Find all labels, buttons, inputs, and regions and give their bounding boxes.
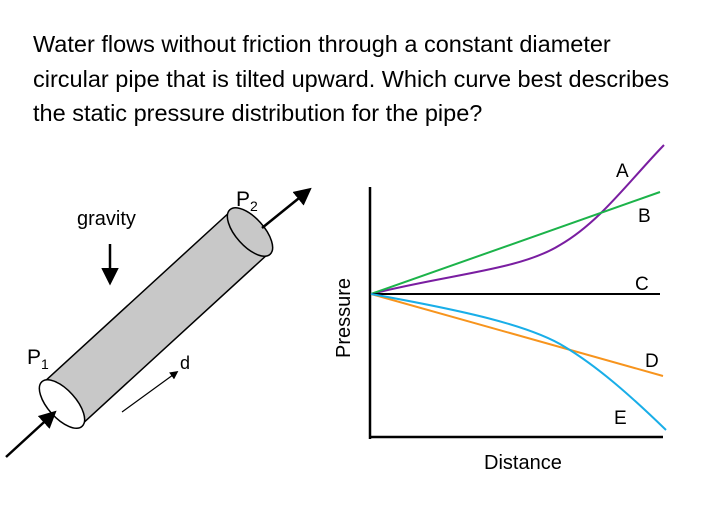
curve-a [370, 144, 665, 295]
curve-d [370, 293, 664, 377]
question-text: Water flows without friction through a c… [33, 31, 670, 126]
curve-b-label: B [638, 206, 651, 227]
gravity-label: gravity [77, 208, 136, 230]
p1-label: P1 [27, 346, 49, 372]
y-axis-label: Pressure [333, 278, 355, 358]
distance-d-label: d [180, 353, 190, 373]
curve-b [370, 191, 661, 295]
outlet-flow-arrow [261, 187, 312, 229]
pressure-chart: A B C D E Distance Pressure [333, 144, 667, 474]
p2-subscript: 2 [250, 198, 258, 214]
distance-arrow [121, 371, 179, 413]
pipe-diagram: gravity P1 P2 d [5, 187, 312, 458]
inlet-flow-arrow [5, 410, 57, 458]
curve-a-label: A [616, 161, 629, 182]
p2-letter: P [236, 188, 250, 211]
pipe-far-end [226, 207, 274, 257]
p1-subscript: 1 [41, 356, 49, 372]
curve-c-label: C [635, 274, 649, 295]
curve-e [370, 293, 667, 431]
curve-e-label: E [614, 408, 627, 429]
p1-letter: P [27, 346, 41, 369]
p2-label: P2 [236, 188, 258, 214]
pipe-body [41, 208, 271, 428]
x-axis-label: Distance [484, 452, 562, 474]
curve-d-label: D [645, 351, 659, 372]
